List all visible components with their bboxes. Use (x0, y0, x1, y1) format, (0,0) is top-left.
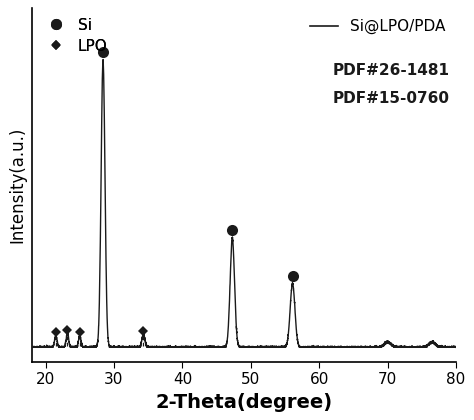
Text: PDF#15-0760: PDF#15-0760 (333, 92, 450, 106)
Text: PDF#26-1481: PDF#26-1481 (333, 63, 450, 78)
X-axis label: 2-Theta(degree): 2-Theta(degree) (155, 393, 333, 412)
Legend: Si, LPO: Si, LPO (36, 13, 112, 58)
Y-axis label: Intensity(a.u.): Intensity(a.u.) (9, 127, 27, 243)
